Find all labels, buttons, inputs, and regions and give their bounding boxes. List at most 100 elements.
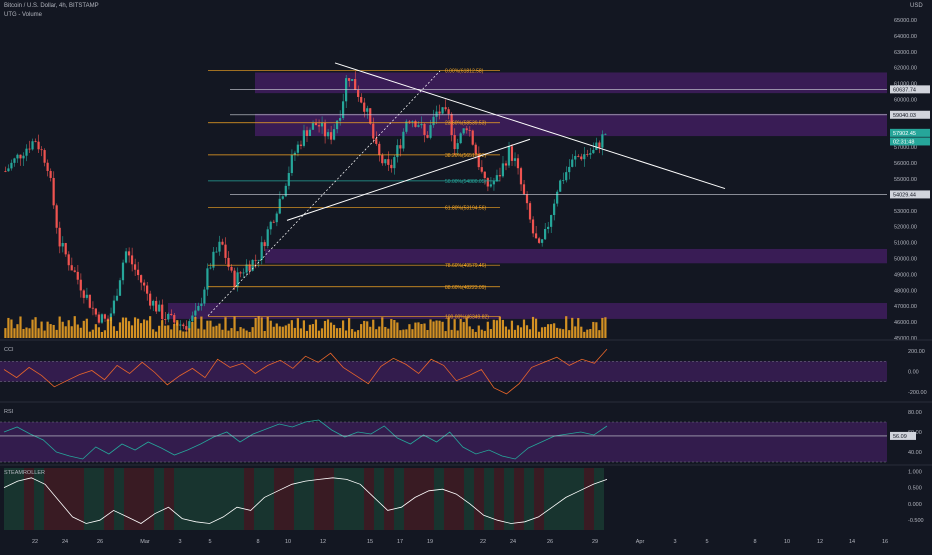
chart-title: Bitcoin / U.S. Dollar, 4h, BITSTAMP: [4, 3, 99, 9]
volume-bar: [547, 324, 550, 338]
candle-body: [149, 293, 152, 306]
fib-anchor-line: [207, 70, 441, 316]
candle-body: [444, 107, 447, 110]
time-axis-label: 17: [397, 539, 403, 545]
volume-bar: [498, 316, 501, 338]
candle-body: [357, 90, 360, 97]
candle-body: [381, 155, 384, 164]
price-zone: [255, 72, 887, 94]
volume-bar: [121, 317, 125, 338]
candle-body: [456, 143, 459, 150]
volume-bar: [595, 322, 598, 338]
candle-body: [553, 203, 556, 216]
horizontal-level-label: 60637.74: [893, 87, 916, 93]
candle-body: [272, 221, 275, 223]
candle-body: [170, 313, 173, 316]
candle-body: [468, 130, 471, 131]
steamroller-stripe: [184, 468, 194, 530]
volume-bar: [40, 321, 43, 338]
volume-bar: [296, 318, 299, 338]
volume-bar: [97, 327, 100, 338]
candle-body: [580, 156, 583, 160]
volume-bar: [396, 322, 399, 338]
steamroller-stripe: [284, 468, 294, 530]
volume-bar: [19, 316, 22, 338]
candle-body: [164, 319, 167, 320]
volume-bar: [293, 327, 296, 338]
candle-body: [221, 241, 224, 245]
candle-body: [414, 121, 417, 127]
volume-bar: [320, 328, 324, 338]
volume-bar: [522, 319, 526, 338]
volume-bar: [378, 326, 381, 338]
steamroller-stripe: [94, 468, 104, 530]
candle-body: [34, 141, 37, 143]
candle-body: [335, 120, 339, 130]
price-tick-label: 46000.00: [894, 320, 917, 326]
steamroller-stripe: [34, 468, 44, 530]
candle-body: [534, 233, 538, 239]
candle-body: [369, 108, 372, 124]
steamroller-tick-label: 1.000: [908, 469, 922, 475]
time-axis-label: 24: [510, 539, 516, 545]
rsi-band: [0, 422, 887, 462]
candle-body: [260, 242, 263, 260]
candle-body: [320, 122, 324, 127]
volume-bar: [308, 324, 312, 338]
candle-body: [411, 121, 414, 122]
steamroller-stripe: [84, 468, 94, 530]
candle-body: [13, 158, 16, 163]
time-axis-label: 10: [285, 539, 291, 545]
volume-bar: [266, 316, 269, 338]
candle-body: [133, 264, 137, 270]
candle-body: [200, 303, 203, 306]
volume-bar: [146, 320, 149, 338]
candle-body: [302, 130, 305, 146]
candle-body: [227, 257, 230, 267]
volume-bar: [598, 330, 601, 338]
steamroller-stripe: [14, 468, 24, 530]
candle-body: [173, 315, 176, 323]
candle-body: [598, 142, 601, 148]
steamroller-stripe: [364, 468, 374, 530]
volume-bar: [399, 330, 402, 338]
volume-bar: [112, 326, 116, 338]
candle-body: [323, 122, 327, 137]
candle-body: [79, 279, 82, 291]
fib-level-label: 100.00%(46349.82): [445, 315, 489, 321]
candle-body: [118, 280, 122, 296]
volume-bar: [28, 328, 31, 338]
volume-bar: [284, 325, 287, 338]
volume-bar: [574, 326, 577, 338]
candle-body: [305, 130, 309, 136]
price-zone: [265, 248, 887, 264]
candle-body: [326, 132, 330, 137]
volume-bar: [531, 316, 535, 338]
candle-body: [338, 118, 342, 121]
time-axis-label: 3: [673, 539, 676, 545]
candle-body: [139, 275, 143, 283]
candle-body: [537, 238, 541, 243]
steamroller-stripe: [64, 468, 74, 530]
candle-body: [37, 141, 40, 150]
volume-bar: [263, 330, 266, 338]
volume-bar: [360, 324, 363, 338]
volume-bar: [423, 323, 426, 338]
candle-body: [586, 154, 589, 155]
volume-bar: [221, 329, 224, 338]
candle-body: [209, 267, 212, 269]
currency-label: USD: [910, 3, 923, 9]
candle-body: [127, 251, 131, 256]
candle-body: [197, 305, 200, 311]
volume-bar: [495, 320, 498, 338]
candle-body: [543, 229, 547, 240]
volume-bar: [354, 331, 357, 338]
time-axis-label: Mar: [140, 539, 150, 545]
candle-body: [507, 146, 511, 166]
candle-body: [31, 141, 34, 150]
candle-body: [142, 282, 146, 286]
candle-body: [182, 324, 185, 327]
volume-bar: [242, 328, 245, 338]
